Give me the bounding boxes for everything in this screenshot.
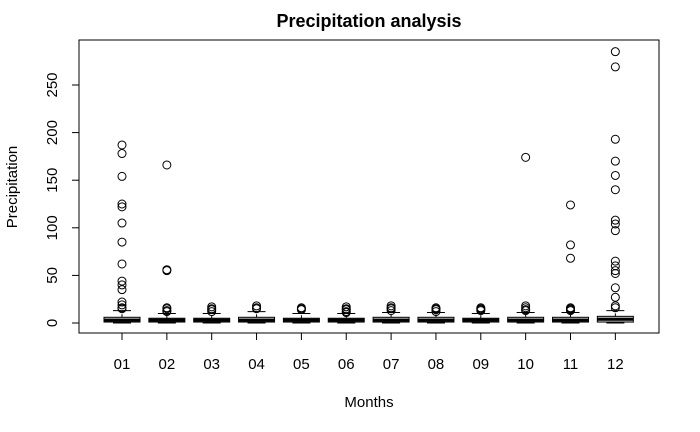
box-11 [552, 200, 589, 324]
outlier-point [566, 240, 575, 250]
outlier-point [610, 170, 620, 180]
outlier-point [117, 304, 127, 314]
box-05 [282, 303, 320, 324]
outlier-point [341, 308, 351, 318]
x-tick-label: 07 [383, 356, 400, 373]
outlier-point [610, 292, 620, 302]
x-tick-label: 10 [517, 356, 534, 373]
outlier-point [117, 202, 127, 212]
outlier-point [610, 62, 620, 72]
outlier-point [117, 276, 127, 286]
outlier-point [117, 199, 127, 209]
outlier-point [610, 261, 620, 271]
y-axis: 0 50 100 150 200 250 [44, 72, 79, 327]
box-08 [417, 303, 455, 324]
x-tick-label: 01 [114, 356, 131, 373]
outlier-point [610, 134, 620, 144]
outlier-point [610, 283, 620, 293]
x-tick-label: 08 [428, 356, 445, 373]
x-tick-label: 09 [472, 356, 489, 373]
outlier-point [117, 218, 127, 228]
outlier-point [117, 237, 127, 247]
x-tick-label: 04 [248, 356, 265, 373]
y-tick-label: 0 [44, 319, 61, 327]
x-axis: 01 02 03 04 05 06 07 08 09 10 11 12 [114, 333, 624, 373]
box-01 [103, 140, 141, 324]
y-tick-label: 100 [44, 215, 61, 240]
outlier-point [610, 303, 620, 313]
outlier-point [117, 259, 127, 269]
x-tick-label: 12 [607, 356, 624, 373]
box-12 [596, 47, 634, 324]
outlier-point [162, 160, 172, 170]
outlier-point [117, 140, 127, 150]
box-07 [372, 301, 410, 324]
outlier-point [566, 253, 575, 263]
outlier-point [117, 149, 127, 159]
y-tick-label: 200 [44, 120, 61, 145]
outlier-point [610, 266, 620, 276]
y-tick-label: 250 [44, 72, 61, 97]
box-09 [462, 303, 500, 324]
outlier-point [610, 156, 620, 166]
outlier-point [476, 306, 486, 316]
box-02 [148, 160, 186, 324]
outlier-point [117, 300, 127, 310]
outlier-point [521, 306, 531, 316]
outlier-point [566, 306, 575, 316]
outlier-point [610, 185, 620, 195]
chart-title: Precipitation analysis [276, 11, 461, 31]
x-tick-label: 05 [293, 356, 310, 373]
outlier-point [162, 307, 172, 317]
y-axis-label: Precipitation [4, 146, 21, 229]
x-tick-label: 11 [563, 356, 579, 373]
outlier-point [162, 266, 172, 276]
outlier-point [117, 280, 127, 290]
outlier-point [610, 215, 620, 225]
x-tick-label: 02 [159, 356, 176, 373]
y-tick-label: 150 [44, 168, 61, 193]
outlier-point [117, 297, 127, 307]
outlier-point [117, 171, 127, 181]
outlier-point [610, 301, 620, 311]
outlier-point [296, 305, 306, 315]
x-tick-label: 03 [203, 356, 220, 373]
x-tick-label: 06 [338, 356, 355, 373]
outlier-point [386, 306, 396, 316]
outlier-point [431, 307, 441, 317]
y-tick-label: 50 [44, 267, 61, 284]
box-06 [327, 302, 365, 324]
outlier-point [207, 307, 217, 317]
outlier-point [521, 152, 531, 162]
plot-frame [78, 39, 660, 334]
outlier-point [610, 268, 620, 278]
outlier-point [610, 256, 620, 266]
outlier-point [252, 304, 262, 314]
outlier-point [566, 200, 575, 210]
outlier-point [117, 285, 127, 295]
outlier-point [610, 219, 620, 229]
box-04 [238, 301, 276, 324]
outlier-point [610, 226, 620, 236]
box-10 [507, 152, 545, 324]
boxes-layer [103, 47, 634, 324]
outlier-point [610, 47, 620, 57]
box-03 [193, 302, 231, 324]
x-axis-label: Months [344, 394, 393, 411]
